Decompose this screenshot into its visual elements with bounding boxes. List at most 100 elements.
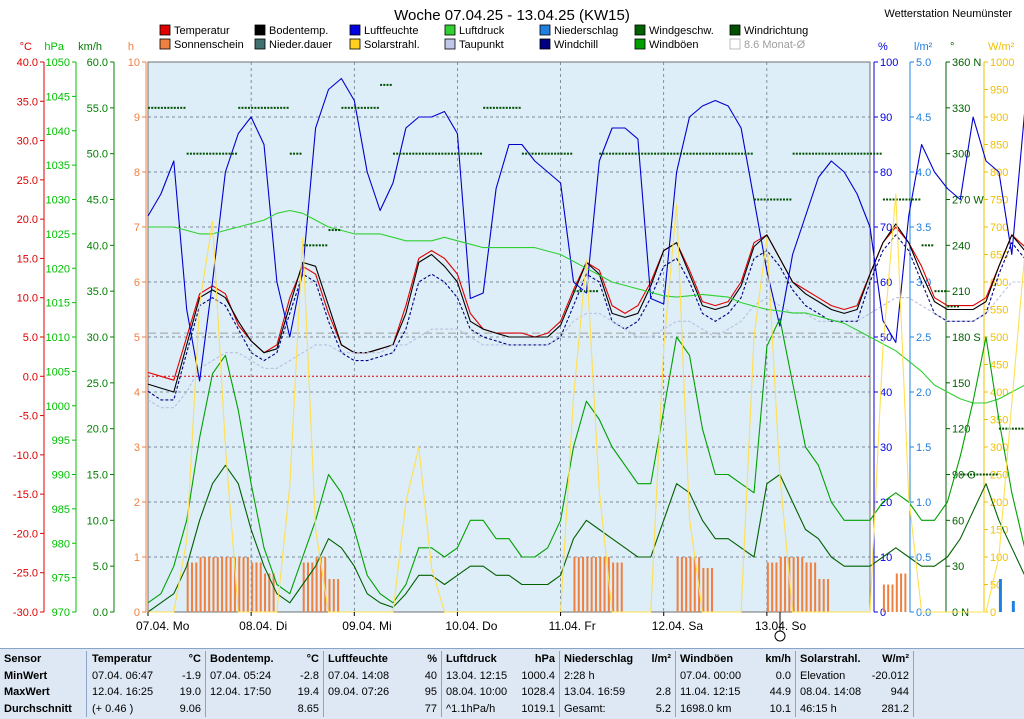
wind-direction-point <box>799 152 802 155</box>
wind-direction-point <box>811 152 814 155</box>
wind-direction-point <box>418 152 421 155</box>
sunshine-bar <box>216 557 219 612</box>
stats-row-label: Sensor <box>0 651 86 668</box>
stats-cell-label: 07.04. 00:00 <box>680 669 742 682</box>
legend-swatch <box>349 38 361 50</box>
wind-direction-point <box>396 152 399 155</box>
wind-direction-point <box>686 152 689 155</box>
axis-tick-label: 5 <box>134 332 140 344</box>
axis-tick-label: 70 <box>880 222 892 234</box>
wind-direction-point <box>177 106 180 109</box>
axis-tick-label: 9 <box>134 112 140 124</box>
stats-column-name: Temperatur <box>92 653 152 665</box>
legend-swatch <box>159 38 171 50</box>
wind-direction-point <box>270 106 273 109</box>
wind-direction-point <box>976 473 979 476</box>
axis-tick-label: 100 <box>880 57 898 69</box>
station-name: Wetterstation Neumünster <box>884 8 1012 20</box>
wind-direction-point <box>673 152 676 155</box>
legend-item: Taupunkt <box>444 38 504 51</box>
stats-cell-value: 1028.4 <box>521 686 555 698</box>
axis-tick-label: 1000 <box>46 401 70 413</box>
wind-direction-point <box>389 83 392 86</box>
wind-direction-point <box>741 152 744 155</box>
stats-cell-label: 1698.0 km <box>680 702 732 715</box>
wind-direction-point <box>534 152 537 155</box>
wind-direction-point <box>911 198 914 201</box>
axis-tick-label: 500 <box>990 332 1008 344</box>
sunshine-bar <box>328 579 331 612</box>
sunshine-bar <box>246 557 249 612</box>
axis-tick-label: 300 <box>990 442 1008 454</box>
stats-column: Luftfeuchte% 07.04. 14:08 40 09.04. 07:26 95… <box>324 651 442 717</box>
wind-direction-point <box>512 106 515 109</box>
wind-direction-point <box>683 152 686 155</box>
axis-tick-label: 450 <box>990 360 1008 372</box>
wind-direction-point <box>567 152 570 155</box>
wind-direction-point <box>886 198 889 201</box>
wind-direction-point <box>657 152 660 155</box>
wind-direction-point <box>199 152 202 155</box>
stats-cell: 11.04. 12:15 44.9 <box>676 684 795 701</box>
wind-direction-point <box>702 152 705 155</box>
wind-direction-point <box>193 152 196 155</box>
x-tick-label: 11.04. Fr <box>549 619 596 633</box>
legend-item: Windrichtung <box>729 24 808 37</box>
stats-column-unit: l/m² <box>651 653 671 665</box>
axis-tick-label: 990 <box>52 470 70 482</box>
wind-direction-point <box>718 152 721 155</box>
sunshine-bar <box>259 562 262 612</box>
wind-direction-point <box>302 244 305 247</box>
axis-tick-label: -5.0 <box>19 411 38 423</box>
wind-direction-point <box>305 244 308 247</box>
chart-title: Woche 07.04.25 - 13.04.25 (KW15) <box>394 7 630 24</box>
wind-direction-point <box>299 152 302 155</box>
wind-direction-point <box>415 152 418 155</box>
sunshine-bar <box>221 557 224 612</box>
timeline-marker-icon[interactable] <box>774 630 786 642</box>
stats-column-name: Windböen <box>680 653 734 665</box>
legend-label: Bodentemp. <box>269 25 328 37</box>
wind-direction-point <box>712 152 715 155</box>
wind-direction-point <box>222 152 225 155</box>
stats-column-header: Bodentemp. °C <box>206 651 323 668</box>
wind-direction-point <box>405 152 408 155</box>
stats-column-header: Solarstrahl. W/m² <box>796 651 913 668</box>
axis-tick-label: 1030 <box>46 195 70 207</box>
wind-direction-point <box>592 290 595 293</box>
wind-direction-point <box>521 152 524 155</box>
stats-cell-value: 0.0 <box>775 669 791 682</box>
legend-item: Bodentemp. <box>254 24 328 37</box>
stats-cell: 12.04. 17:50 19.4 <box>206 684 323 701</box>
axis-tick-label: 10.0 <box>87 515 108 527</box>
wind-direction-point <box>157 106 160 109</box>
axis-tick-label: 5.0 <box>93 561 108 573</box>
wind-direction-point <box>283 106 286 109</box>
wind-direction-point <box>776 198 779 201</box>
axis-tick-label: 950 <box>990 85 1008 97</box>
stats-cell: 12.04. 16:25 19.0 <box>88 684 205 701</box>
wind-direction-point <box>989 473 992 476</box>
axis-tick-label: 30.0 <box>17 136 38 148</box>
wind-direction-point <box>753 198 756 201</box>
axis-tick-label: 1015 <box>46 298 70 310</box>
axis-tick-label: 1020 <box>46 263 70 275</box>
stats-panel: Sensor MinWert MaxWert Durchschnitt Temperat… <box>0 648 1024 719</box>
series-solarstrahl <box>148 193 1024 613</box>
wind-direction-point <box>802 152 805 155</box>
legend: Temperatur Sonnenschein Bodentemp. Nieder.d… <box>159 24 808 51</box>
sunshine-bar <box>792 557 795 612</box>
wind-direction-point <box>1021 427 1024 430</box>
stats-column: Solarstrahl. W/m² Elevation -20.012 08.04. 1… <box>796 651 914 717</box>
legend-item: Sonnenschein <box>159 38 244 51</box>
wind-direction-point <box>918 198 921 201</box>
axis-tick-label: 180 S <box>952 332 981 344</box>
wind-direction-point <box>921 244 924 247</box>
wind-direction-point <box>473 152 476 155</box>
legend-item: Niederschlag <box>539 24 618 37</box>
wind-direction-point <box>235 152 238 155</box>
sunshine-bar <box>779 557 782 612</box>
wind-direction-point <box>666 152 669 155</box>
sunshine-bar <box>814 562 817 612</box>
timeline-marker[interactable] <box>774 612 786 642</box>
